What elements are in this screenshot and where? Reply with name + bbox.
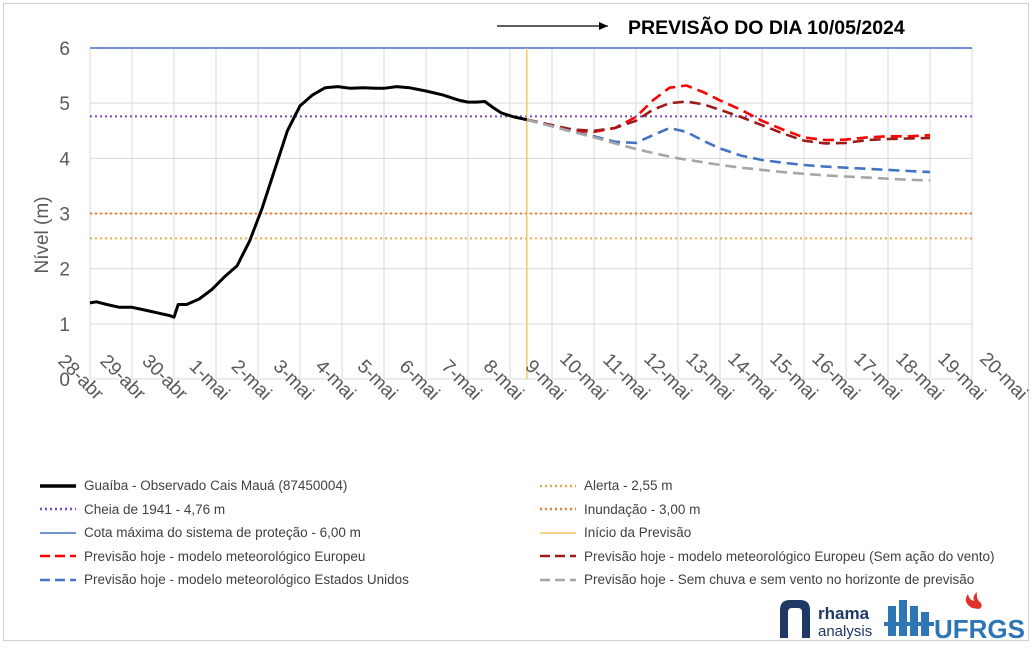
x-tick-label: 6-mai (395, 356, 443, 404)
legend-swatch (40, 578, 76, 582)
legend-swatch (40, 554, 76, 558)
legend-item: Cheia de 1941 - 4,76 m (38, 498, 538, 522)
x-tick-label: 8-mai (479, 356, 527, 404)
legend-item: Cota máxima do sistema de proteção - 6,0… (38, 521, 538, 545)
series-line (526, 118, 931, 174)
y-tick-label: 5 (59, 94, 70, 115)
legend-swatch (540, 532, 576, 534)
legend-label: Guaíba - Observado Cais Mauá (87450004) (84, 478, 348, 494)
logos: rhama analysis UFRGS (776, 592, 1028, 644)
chart: 0 1 2 3 4 5 6 28-abr29-abr30-abr1-mai2-mai3-ma… (32, 16, 1030, 405)
rhama-logo-text: rhama (818, 604, 870, 623)
series-line (526, 100, 931, 145)
legend-label: Inundação - 3,00 m (584, 501, 701, 517)
reference-lines (90, 47, 972, 379)
legend-label: Cota máxima do sistema de proteção - 6,0… (84, 525, 361, 541)
x-tick-label: 1-mai (185, 356, 233, 404)
series-line (526, 118, 931, 182)
ufrgs-logo: UFRGS (934, 592, 1025, 644)
x-tick-labels: 28-abr29-abr30-abr1-mai2-mai3-mai4-mai5-… (54, 349, 1030, 405)
chart-frame: 0 1 2 3 4 5 6 28-abr 29-abr 30-abr 1-mai 2-mai 3-ma… (3, 3, 1030, 644)
legend-item: Guaíba - Observado Cais Mauá (87450004) (38, 474, 538, 498)
legend-swatch (40, 532, 76, 534)
chart-title: PREVISÃO DO DIA 10/05/2024 (628, 16, 905, 39)
x-tick-label: 20-mai (975, 349, 1030, 405)
x-tick-label: 3-mai (269, 356, 317, 404)
y-axis-label: Nível (m) (32, 196, 53, 273)
y-tick-label: 3 (59, 205, 70, 226)
title-group: PREVISÃO DO DIA 10/05/2024 (497, 16, 905, 39)
title-arrow-head (599, 22, 608, 30)
x-tick-label: 10-mai (555, 349, 611, 405)
x-tick-label: 29-abr (96, 351, 150, 405)
y-tick-label: 0 (59, 370, 70, 391)
y-tick-label: 4 (59, 149, 70, 170)
legend-item: Previsão hoje - Sem chuva e sem vento no… (538, 568, 1028, 592)
rhama-logo: rhama analysis (780, 600, 872, 640)
series-lines (89, 84, 931, 319)
y-tick-label: 6 (59, 39, 70, 60)
legend-item: Previsão hoje - modelo meteorológico Eur… (38, 545, 538, 569)
rhama-logo-mark (780, 600, 810, 638)
legend-swatch (540, 578, 576, 582)
legend-label: Previsão hoje - modelo meteorológico Eur… (84, 548, 366, 564)
x-tick-label: 4-mai (311, 356, 359, 404)
legend-swatch (540, 484, 576, 488)
legend-label: Cheia de 1941 - 4,76 m (84, 501, 226, 517)
legend-label: Início da Previsão (584, 525, 692, 541)
legend-label: Previsão hoje - Sem chuva e sem vento no… (584, 572, 975, 588)
legend-swatch (540, 507, 576, 511)
ufrgs-logo-text: UFRGS (934, 614, 1025, 644)
legend-label: Previsão hoje - modelo meteorológico Eur… (584, 548, 995, 564)
ufrgs-building-icon (884, 600, 934, 636)
legend-item: Início da Previsão (538, 521, 1028, 545)
y-tick-label: 1 (59, 315, 70, 336)
legend-swatch (540, 554, 576, 558)
legend-item: Previsão hoje - modelo meteorológico Eur… (538, 545, 1028, 569)
y-tick-labels: 0 1 2 3 4 5 6 (59, 39, 70, 391)
x-tick-label: 2-mai (227, 356, 275, 404)
legend-item: Alerta - 2,55 m (538, 474, 1028, 498)
rhama-logo-subtext: analysis (818, 623, 872, 640)
y-tick-label: 2 (59, 260, 70, 281)
legend: Guaíba - Observado Cais Mauá (87450004) A… (38, 474, 1028, 592)
x-tick-label: 7-mai (437, 356, 485, 404)
legend-item: Inundação - 3,00 m (538, 498, 1028, 522)
x-tick-label: 30-abr (138, 351, 192, 405)
legend-label: Previsão hoje - modelo meteorológico Est… (84, 572, 409, 588)
x-tick-label: 5-mai (353, 356, 401, 404)
series-line (89, 85, 528, 319)
legend-swatch (40, 507, 76, 511)
legend-item: Previsão hoje - modelo meteorológico Est… (38, 568, 538, 592)
flame-icon (965, 592, 982, 609)
legend-swatch (40, 484, 76, 488)
legend-label: Alerta - 2,55 m (584, 478, 673, 494)
